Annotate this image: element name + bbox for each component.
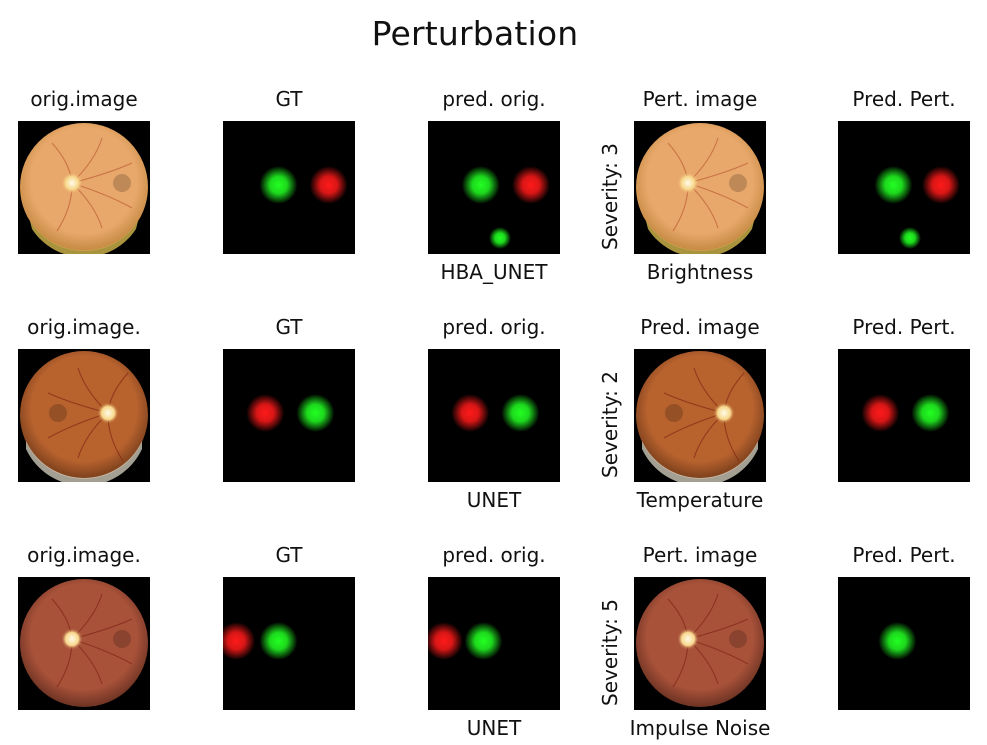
optic-cup-blob: [874, 166, 913, 204]
panel-title: Pred. image: [640, 315, 760, 339]
perturbation-label: Brightness: [646, 260, 754, 284]
optic-disc-blob: [861, 394, 900, 432]
fundus-disc: [636, 351, 764, 479]
panel-title: pred. orig.: [442, 543, 546, 567]
optic-disc-blob: [921, 166, 960, 204]
model-label: HBA_UNET: [440, 260, 548, 284]
original-image-panel: [18, 349, 150, 482]
prediction-original-panel: [428, 577, 560, 710]
spurious-blob: [489, 227, 511, 249]
original-image-panel: [18, 577, 150, 710]
panel-title: orig.image.: [27, 315, 141, 339]
ground-truth-mask: [223, 349, 355, 482]
fundus-image: [634, 577, 766, 710]
optic-cup-blob: [296, 394, 335, 432]
optic-disc-blob: [511, 166, 550, 204]
optic-disc: [677, 172, 699, 194]
prediction-original-mask: [428, 349, 560, 482]
optic-disc: [713, 402, 735, 424]
prediction-original-panel: [428, 121, 560, 254]
fundus-image: [634, 121, 766, 254]
panel-title: orig.image: [30, 87, 138, 111]
perturbed-image-panel: [634, 349, 766, 482]
fundus-image: [18, 349, 150, 482]
optic-disc-blob: [223, 622, 256, 660]
prediction-original-mask: [428, 121, 560, 254]
panel-title: GT: [275, 543, 303, 567]
optic-disc-blob: [451, 394, 490, 432]
perturbed-image-panel: [634, 121, 766, 254]
panel-title: Pert. image: [642, 87, 758, 111]
model-label: UNET: [466, 488, 522, 512]
panel-title: Pred. Pert.: [852, 87, 956, 111]
optic-disc: [97, 402, 119, 424]
macula: [113, 174, 131, 192]
severity-label: Severity: 2: [598, 371, 622, 478]
prediction-original-panel: [428, 349, 560, 482]
ground-truth-mask: [223, 121, 355, 254]
optic-disc-blob: [246, 394, 285, 432]
panel-title: GT: [275, 315, 303, 339]
fundus-disc: [20, 351, 148, 479]
prediction-original-mask: [428, 577, 560, 710]
perturbation-label: Impulse Noise: [629, 716, 771, 740]
macula: [729, 630, 747, 648]
prediction-perturbed-panel: [838, 121, 970, 254]
panel-title: pred. orig.: [442, 315, 546, 339]
optic-cup-blob: [878, 622, 917, 660]
macula: [729, 174, 747, 192]
optic-cup-blob: [501, 394, 540, 432]
optic-disc: [61, 172, 83, 194]
panel-title: GT: [275, 87, 303, 111]
ground-truth-panel: [223, 577, 355, 710]
panel-title: Pred. Pert.: [852, 315, 956, 339]
perturbed-image-panel: [634, 577, 766, 710]
prediction-perturbed-panel: [838, 349, 970, 482]
panel-title: orig.image.: [27, 543, 141, 567]
fundus-image: [18, 121, 150, 254]
optic-disc: [61, 628, 83, 650]
optic-cup-blob: [259, 166, 298, 204]
optic-cup-blob: [464, 622, 503, 660]
optic-disc: [677, 628, 699, 650]
fundus-image: [634, 349, 766, 482]
panel-title: pred. orig.: [442, 87, 546, 111]
macula: [49, 404, 67, 422]
fundus-image: [18, 577, 150, 710]
macula: [113, 630, 131, 648]
optic-disc-blob: [309, 166, 348, 204]
optic-cup-blob: [911, 394, 950, 432]
macula: [665, 404, 683, 422]
optic-disc-blob: [428, 622, 463, 660]
perturbation-label: Temperature: [636, 488, 764, 512]
model-label: UNET: [466, 716, 522, 740]
ground-truth-mask: [223, 577, 355, 710]
panel-title: Pred. Pert.: [852, 543, 956, 567]
prediction-perturbed-panel: [838, 577, 970, 710]
severity-label: Severity: 3: [598, 143, 622, 250]
prediction-perturbed-mask: [838, 121, 970, 254]
optic-cup-blob: [259, 622, 298, 660]
original-image-panel: [18, 121, 150, 254]
ground-truth-panel: [223, 349, 355, 482]
ground-truth-panel: [223, 121, 355, 254]
optic-cup-blob: [461, 166, 500, 204]
prediction-perturbed-mask: [838, 349, 970, 482]
panel-title: Pert. image: [642, 543, 758, 567]
severity-label: Severity: 5: [598, 599, 622, 706]
figure-title: Perturbation: [371, 14, 579, 53]
prediction-perturbed-mask: [838, 577, 970, 710]
spurious-blob: [899, 227, 921, 249]
